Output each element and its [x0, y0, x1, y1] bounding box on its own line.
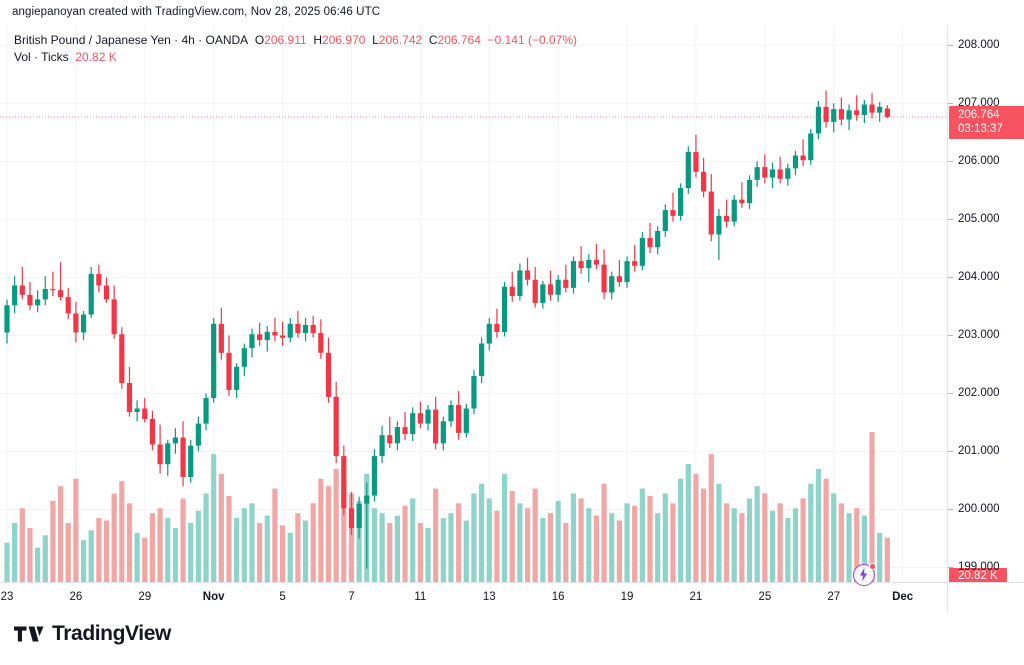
tradingview-wordmark: TradingView: [52, 622, 171, 645]
axis-corner-divider: [947, 583, 948, 613]
price-axis-tick: 200.000: [948, 503, 1000, 515]
price-tick-dash: [948, 103, 953, 105]
time-axis-tick: 26: [69, 591, 83, 603]
attribution-text: angiepanoyan created with TradingView.co…: [12, 6, 381, 18]
price-axis[interactable]: 206.764 03:13:37 20.82 K 208.000 207.000 2…: [947, 25, 1024, 586]
time-axis-tick: 16: [551, 591, 565, 603]
price-axis-tick: 206.000: [948, 155, 1000, 167]
time-axis-tick: 11: [414, 591, 427, 603]
time-axis-tick: 5: [279, 591, 286, 603]
last-price-value: 206.764: [958, 109, 1000, 122]
price-axis-tick: 203.000: [948, 329, 1000, 341]
lightning-bolt-icon: [860, 567, 868, 582]
lightning-badge[interactable]: [853, 563, 877, 586]
price-axis-tick: 207.000: [948, 97, 1000, 109]
time-axis-tick: Nov: [202, 591, 225, 603]
price-axis-tick: 208.000: [948, 39, 1000, 51]
time-axis-tick: 23: [0, 591, 14, 603]
price-tick-dash: [948, 161, 953, 163]
notification-dot: [869, 563, 877, 570]
price-tick-dash: [948, 567, 953, 569]
time-axis-tick: 25: [758, 591, 772, 603]
time-axis-tick: Dec: [892, 591, 914, 603]
price-axis-tick: 202.000: [948, 387, 1000, 399]
chart-pane[interactable]: [0, 25, 947, 582]
time-axis-tick: 13: [482, 591, 496, 603]
price-tick-dash: [948, 393, 953, 395]
price-tick-dash: [948, 277, 953, 279]
time-axis-tick: 21: [689, 591, 703, 603]
last-price-badge: 206.764 03:13:37: [949, 106, 1024, 140]
price-axis-tick: 205.000: [948, 213, 1000, 225]
price-axis-tick: 204.000: [948, 271, 1000, 283]
price-tick-dash: [948, 335, 953, 337]
candlestick-series: [4, 90, 890, 582]
time-axis-tick: 29: [138, 591, 152, 603]
tradingview-logo-icon: [14, 626, 44, 642]
time-axis-tick: 7: [348, 591, 355, 603]
tradingview-branding: TradingView: [14, 622, 171, 646]
price-tick-dash: [948, 219, 953, 221]
bar-countdown: 03:13:37: [958, 123, 1003, 136]
volume-badge: 20.82 K: [949, 568, 1007, 586]
time-axis-tick: 27: [827, 591, 841, 603]
price-tick-dash: [948, 451, 953, 453]
price-line-overlay: [0, 116, 947, 118]
price-axis-tick: 199.000: [948, 561, 1000, 573]
price-axis-tick: 201.000: [948, 445, 1000, 457]
time-axis[interactable]: 23 26 29 Nov 5 7 11 13 16 19 21 25 27 Dec: [0, 582, 1024, 613]
price-tick-dash: [948, 45, 953, 47]
price-tick-dash: [948, 509, 953, 511]
time-axis-tick: 19: [620, 591, 634, 603]
